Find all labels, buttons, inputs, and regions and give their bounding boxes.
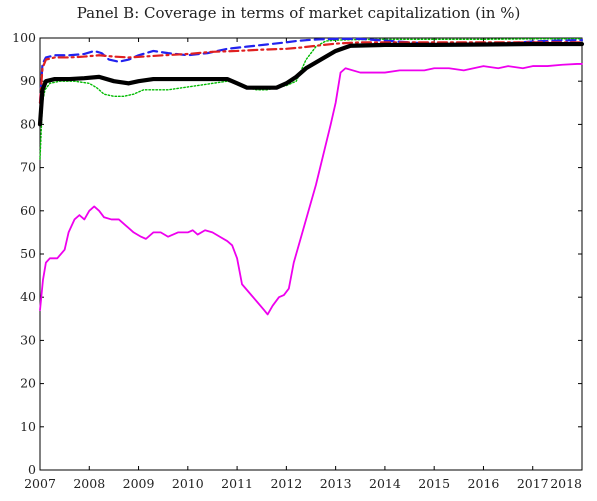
series-line-5 [39,63,583,316]
y-tick-label: 50 [20,246,36,261]
x-tick-label: 2008 [73,476,105,491]
x-tick-label: 2010 [172,476,204,491]
y-tick-label: 20 [20,376,36,391]
y-tick-label: 80 [20,116,36,131]
series-line-3 [38,41,584,104]
y-tick-label: 60 [20,203,36,218]
x-axis: 2007 2008 2009 2010 2011 2012 2013 2014 2015 2016… [24,38,583,491]
x-tick-label: 2015 [418,476,450,491]
series-line-2 [38,37,584,104]
x-tick-label: 2011 [221,476,253,491]
y-tick-label: 30 [20,332,36,347]
x-tick-label: 2009 [123,476,155,491]
x-tick-label: 2017 [517,476,549,491]
x-tick-label: 2016 [468,476,500,491]
series-line-4 [37,41,585,127]
plot-frame [39,37,583,471]
y-axis: 0 10 20 30 40 50 60 70 80 90 100 [12,30,582,477]
y-tick-label: 90 [20,73,36,88]
y-tick-label: 10 [20,419,36,434]
x-tick-label: 2012 [270,476,302,491]
x-tick-label: 2014 [369,476,401,491]
y-tick-label: 40 [20,289,36,304]
series-line-1 [39,38,583,160]
chart-title: Panel B: Coverage in terms of market cap… [76,4,521,22]
series-layer [37,37,585,316]
x-tick-label: 2007 [24,476,56,491]
y-tick-label: 0 [28,462,36,477]
x-tick-label: 2013 [320,476,352,491]
x-tick-label: 2018 [550,476,582,491]
y-tick-label: 100 [12,30,36,45]
y-tick-label: 70 [20,160,36,175]
